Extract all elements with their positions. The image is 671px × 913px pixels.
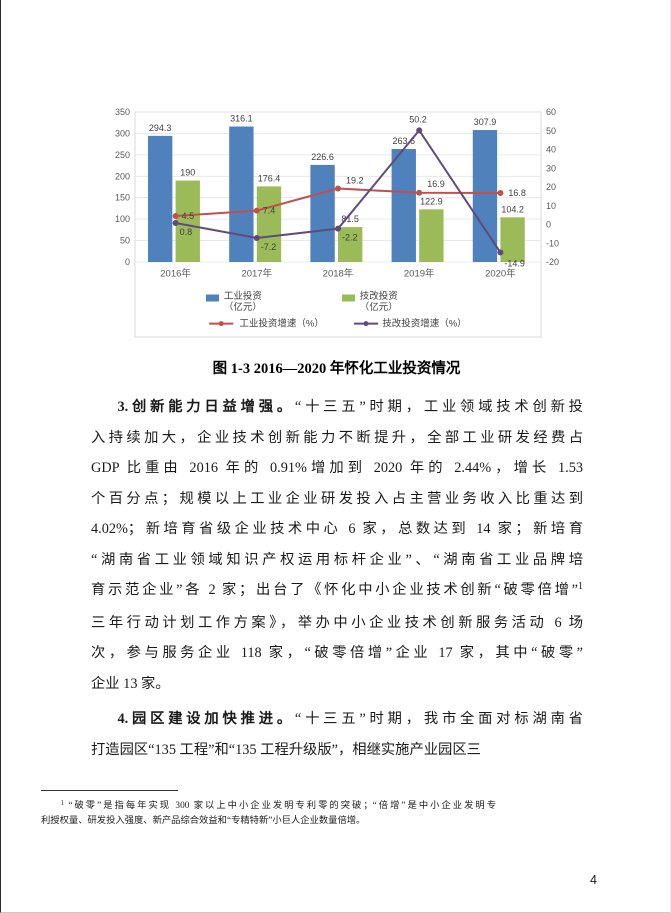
svg-text:350: 350 [115,107,130,117]
svg-text:50.2: 50.2 [409,114,427,124]
svg-text:-7.2: -7.2 [261,242,277,252]
svg-text:2016年: 2016年 [160,267,191,279]
svg-text:200: 200 [115,171,130,181]
svg-text:16.8: 16.8 [508,188,526,198]
svg-text:技改投资: 技改投资 [360,290,399,302]
svg-text:30: 30 [546,163,556,173]
svg-text:19.2: 19.2 [346,176,364,186]
svg-text:294.3: 294.3 [149,123,172,133]
svg-text:2019年: 2019年 [404,267,435,279]
svg-text:0: 0 [546,220,551,230]
svg-text:250: 250 [115,150,130,160]
svg-text:307.9: 307.9 [474,117,497,127]
svg-text:104.2: 104.2 [501,204,524,214]
svg-text:50: 50 [546,126,556,136]
svg-text:-2.2: -2.2 [342,233,358,243]
svg-text:工业投资: 工业投资 [224,290,263,302]
svg-text:190: 190 [180,168,195,178]
svg-text:150: 150 [115,193,130,203]
svg-text:122.9: 122.9 [420,196,443,206]
svg-text:4.5: 4.5 [182,211,195,221]
svg-text:10: 10 [546,201,556,211]
svg-text:50: 50 [120,236,130,246]
svg-text:-14.9: -14.9 [504,258,525,268]
svg-text:0: 0 [125,257,130,267]
svg-text:20: 20 [546,182,556,192]
svg-text:-10: -10 [546,238,559,248]
svg-text:60: 60 [546,107,556,117]
svg-text:2020年: 2020年 [485,267,516,279]
svg-text:技改投资增速（%）: 技改投资增速（%） [382,318,466,330]
svg-text:工业投资增速（%）: 工业投资增速（%） [239,318,323,330]
svg-text:316.1: 316.1 [230,114,253,124]
svg-text:7.4: 7.4 [263,206,276,216]
svg-text:2018年: 2018年 [323,267,354,279]
svg-text:0.8: 0.8 [180,227,193,237]
svg-text:176.4: 176.4 [258,173,281,183]
svg-text:16.9: 16.9 [427,179,445,189]
svg-text:226.6: 226.6 [311,152,334,162]
svg-text:2017年: 2017年 [241,267,272,279]
svg-text:（亿元）: （亿元） [360,301,398,313]
svg-text:100: 100 [115,214,130,224]
svg-text:300: 300 [115,128,130,138]
svg-text:-20: -20 [546,257,559,267]
svg-text:（亿元）: （亿元） [224,301,262,313]
svg-text:40: 40 [546,145,556,155]
